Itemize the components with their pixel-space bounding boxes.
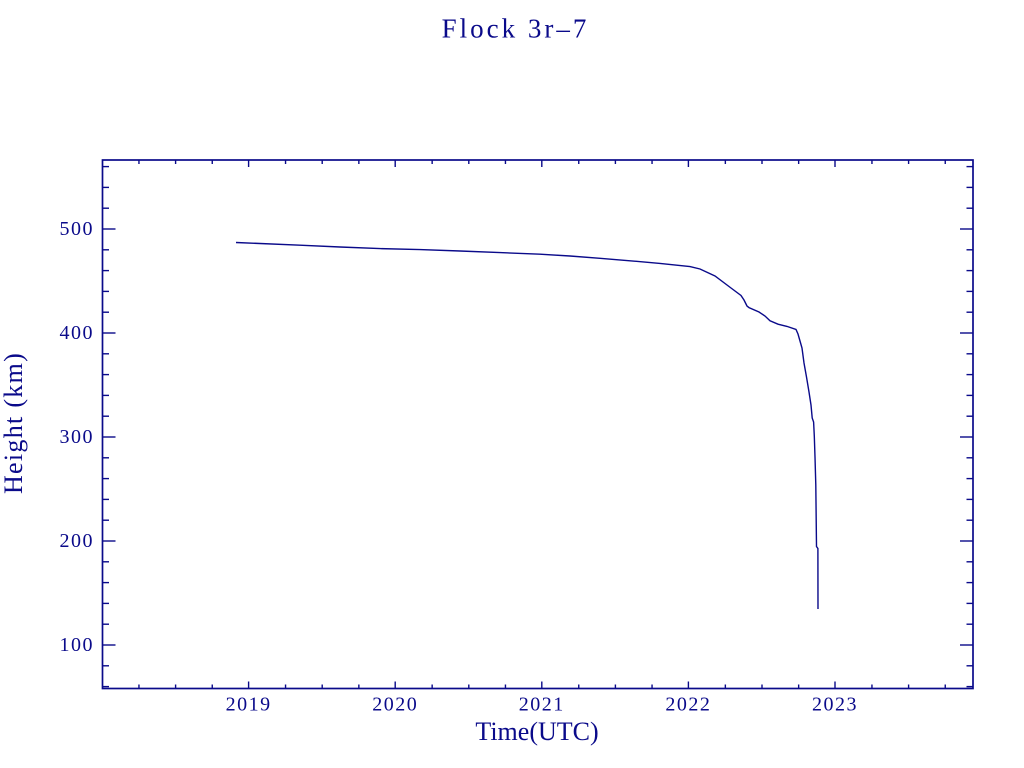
svg-text:200: 200 xyxy=(60,530,95,552)
svg-text:2023: 2023 xyxy=(812,694,858,716)
svg-text:Flock 3r–7: Flock 3r–7 xyxy=(442,14,590,44)
svg-text:500: 500 xyxy=(60,218,95,240)
svg-text:100: 100 xyxy=(60,634,95,656)
svg-text:2020: 2020 xyxy=(372,694,418,716)
svg-text:Time(UTC): Time(UTC) xyxy=(475,717,598,746)
svg-text:Height (km): Height (km) xyxy=(0,352,28,494)
svg-text:2021: 2021 xyxy=(519,694,565,716)
svg-text:2019: 2019 xyxy=(226,694,272,716)
svg-text:300: 300 xyxy=(60,426,95,448)
svg-text:2022: 2022 xyxy=(665,694,711,716)
svg-text:400: 400 xyxy=(60,322,95,344)
